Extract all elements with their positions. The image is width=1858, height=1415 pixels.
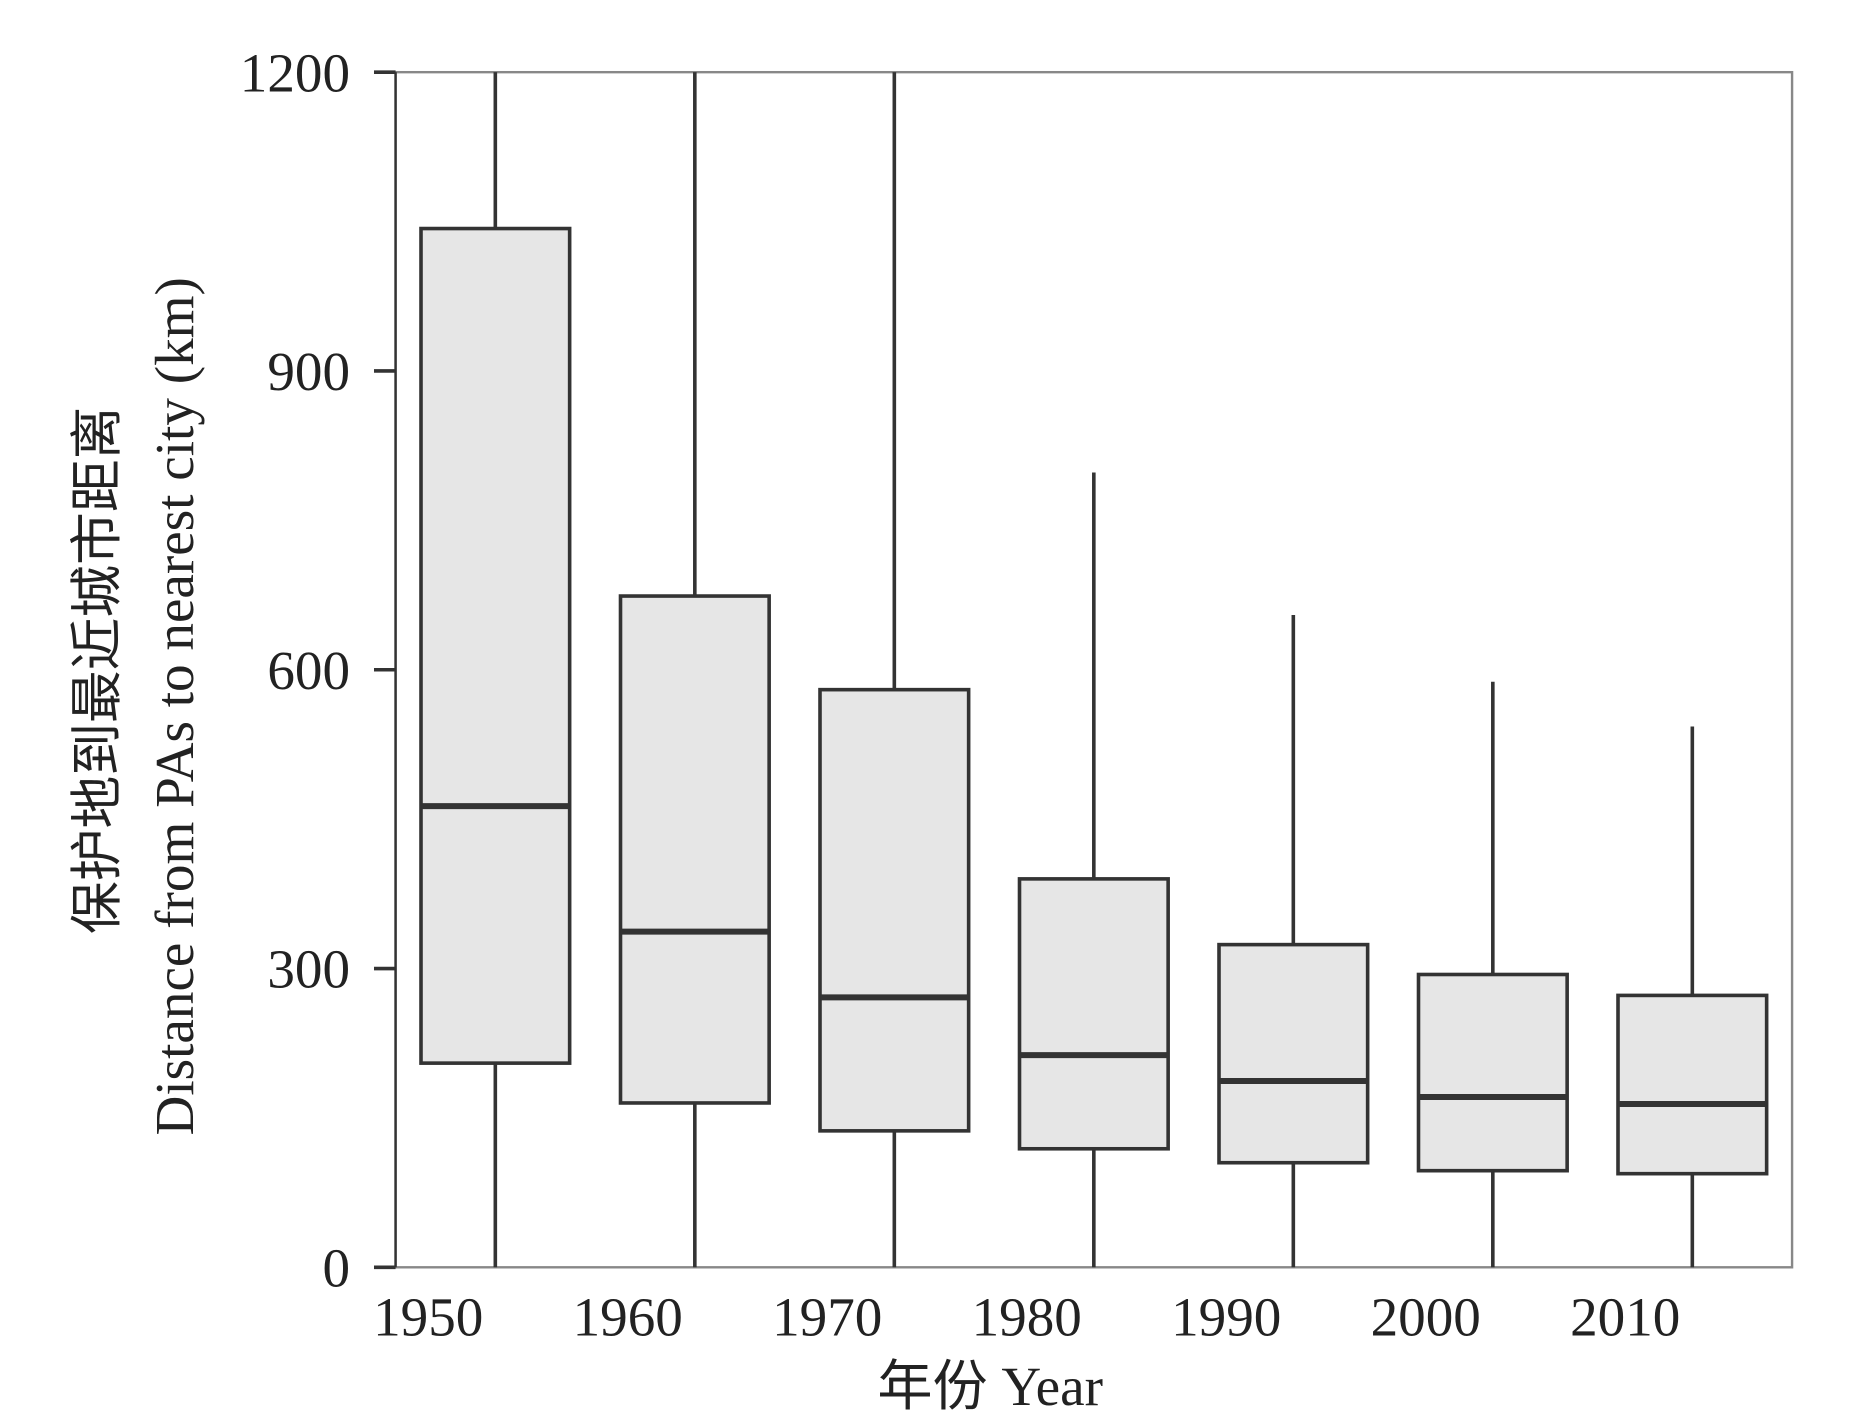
- x-axis-label: 年份 Year: [877, 1356, 1103, 1415]
- x-tick-label: 1960: [573, 1287, 683, 1348]
- x-tick-label: 2000: [1371, 1287, 1481, 1348]
- y-tick-label: 300: [267, 939, 350, 1000]
- x-tick-label: 1950: [373, 1287, 483, 1348]
- y-tick-label: 600: [267, 640, 350, 701]
- box: [1416, 972, 1569, 1173]
- y-tick-label: 1200: [240, 42, 350, 103]
- x-tick-label: 1990: [1171, 1287, 1281, 1348]
- box: [618, 594, 771, 1105]
- box: [1217, 942, 1370, 1165]
- box: [419, 226, 572, 1065]
- y-tick-label: 0: [322, 1237, 350, 1298]
- box: [1017, 877, 1170, 1151]
- y-axis-label: 保护地到最近城市距离: [69, 407, 127, 934]
- box: [1616, 993, 1769, 1176]
- x-tick-label: 1970: [772, 1287, 882, 1348]
- x-tick-label: 2010: [1570, 1287, 1680, 1348]
- x-tick-label: 1980: [972, 1287, 1082, 1348]
- box: [818, 687, 971, 1133]
- y-axis-label: Distance from PAs to nearest city (km): [144, 277, 205, 1135]
- y-tick-label: 900: [267, 341, 350, 402]
